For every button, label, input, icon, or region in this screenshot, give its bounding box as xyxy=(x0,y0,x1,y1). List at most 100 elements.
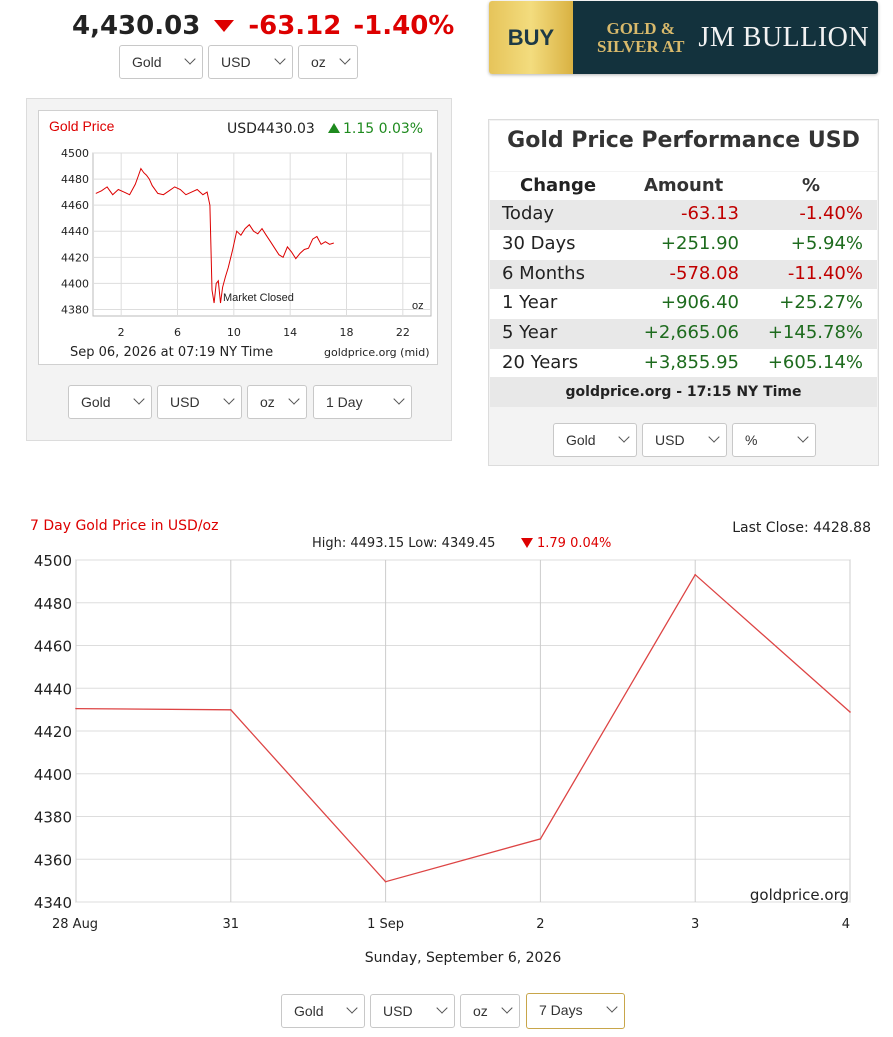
performance-currency-select[interactable]: USD xyxy=(642,423,727,457)
select-value: oz xyxy=(260,394,275,410)
seven-day-x-tick-label: 1 Sep xyxy=(367,917,404,932)
performance-metal-select[interactable]: Gold xyxy=(553,423,637,457)
chevron-down-icon xyxy=(501,1002,513,1014)
row-label: Today xyxy=(502,203,555,224)
intraday-unit: oz xyxy=(412,300,424,312)
chevron-down-icon xyxy=(436,1002,448,1014)
intraday-chart-svg: Gold Price USD4430.03 1.15 0.03% 4500 448… xyxy=(49,118,432,360)
intraday-y-ticks: 4500 4480 4460 4440 4420 4400 4380 xyxy=(61,147,89,316)
seven-day-y-tick-label: 4440 xyxy=(34,680,72,698)
seven-day-data-point xyxy=(849,711,851,713)
seven-day-y-tick-label: 4400 xyxy=(34,766,72,784)
select-value: Gold xyxy=(81,394,111,410)
top-metal-select[interactable]: Gold xyxy=(119,45,203,79)
market-closed-note: Market Closed xyxy=(223,292,294,304)
seven-day-unit-select[interactable]: oz xyxy=(460,994,520,1028)
select-value: Gold xyxy=(132,54,162,70)
row-label: 6 Months xyxy=(502,263,585,284)
down-arrow-icon xyxy=(214,20,235,32)
chevron-down-icon xyxy=(223,393,235,405)
chevron-down-icon xyxy=(606,1001,618,1013)
intraday-timestamp: Sep 06, 2026 at 07:19 NY Time xyxy=(70,345,273,360)
performance-format-select[interactable]: % xyxy=(732,423,816,457)
performance-header-row: Change Amount % xyxy=(490,172,877,202)
seven-day-data-point xyxy=(539,838,542,840)
chevron-down-icon xyxy=(133,393,145,405)
select-value: 7 Days xyxy=(539,1002,583,1018)
row-amount: +2,665.06 xyxy=(643,322,739,343)
price-change: -63.12 xyxy=(248,11,342,41)
seven-day-y-tick-label: 4420 xyxy=(34,723,72,741)
intraday-y-tick-label: 4400 xyxy=(61,277,89,290)
intraday-x-tick-label: 18 xyxy=(340,326,354,339)
top-currency-select[interactable]: USD xyxy=(208,45,293,79)
seven-day-currency-select[interactable]: USD xyxy=(370,994,455,1028)
seven-day-x-tick-label: 4 xyxy=(842,917,850,932)
intraday-x-tick-label: 14 xyxy=(283,326,297,339)
select-value: Gold xyxy=(294,1003,324,1019)
seven-day-y-tick-label: 4480 xyxy=(34,595,72,613)
row-label: 20 Years xyxy=(502,352,579,373)
chevron-down-icon xyxy=(288,393,300,405)
seven-day-y-tick-label: 4360 xyxy=(34,851,72,869)
select-value: oz xyxy=(311,54,326,70)
intraday-x-tick-label: 22 xyxy=(396,326,410,339)
intraday-currency-select[interactable]: USD xyxy=(157,385,242,419)
gold-silver-tagline: GOLD & SILVER AT xyxy=(597,18,684,56)
high-low: High: 4493.15 Low: 4349.45 xyxy=(312,536,495,551)
seven-day-grid xyxy=(75,559,851,903)
seven-day-data-point xyxy=(230,709,232,711)
intraday-y-tick-label: 4440 xyxy=(61,225,89,238)
up-arrow-icon xyxy=(328,123,340,133)
intraday-quote: USD4430.03 xyxy=(227,121,315,137)
price-change-percent: -1.40% xyxy=(353,11,455,41)
intraday-x-ticks: 2 6 10 14 18 22 xyxy=(118,326,410,339)
performance-row-today: Today -63.13 -1.40% xyxy=(490,200,877,230)
chevron-down-icon xyxy=(274,53,286,65)
seven-day-y-tick-label: 4500 xyxy=(34,552,72,570)
select-value: USD xyxy=(221,54,251,70)
intraday-chart: Gold Price USD4430.03 1.15 0.03% 4500 448… xyxy=(38,110,438,365)
intraday-x-tick-label: 6 xyxy=(174,326,181,339)
last-close: Last Close: 4428.88 xyxy=(732,520,871,536)
row-label: 5 Year xyxy=(502,322,558,343)
jm-bullion-banner[interactable]: BUY GOLD & SILVER AT JM BULLION xyxy=(489,1,878,74)
intraday-unit-select[interactable]: oz xyxy=(247,385,307,419)
intraday-range-select[interactable]: 1 Day xyxy=(313,385,412,419)
seven-day-range-select[interactable]: 7 Days xyxy=(526,993,625,1029)
current-price: 4,430.03 xyxy=(72,11,201,41)
seven-day-y-tick-label: 4340 xyxy=(34,894,72,912)
performance-row-30-days: 30 Days +251.90 +5.94% xyxy=(490,230,877,260)
intraday-x-tick-label: 10 xyxy=(227,326,241,339)
header-change: Change xyxy=(520,175,597,196)
performance-row-1-year: 1 Year +906.40 +25.27% xyxy=(490,289,877,319)
chevron-down-icon xyxy=(339,53,351,65)
row-label: 1 Year xyxy=(502,292,558,313)
current-price-line: 4,430.03 -63.12 -1.40% xyxy=(72,8,466,44)
row-percent: +5.94% xyxy=(790,233,863,254)
row-amount: +906.40 xyxy=(660,292,739,313)
select-value: oz xyxy=(473,1003,488,1019)
buy-label: BUY xyxy=(489,1,573,74)
row-amount: +251.90 xyxy=(660,233,739,254)
intraday-metal-select[interactable]: Gold xyxy=(68,385,152,419)
chevron-down-icon xyxy=(346,1002,358,1014)
select-value: Gold xyxy=(566,432,596,448)
intraday-change: 1.15 0.03% xyxy=(343,121,423,137)
intraday-y-tick-label: 4420 xyxy=(61,251,89,264)
top-unit-select[interactable]: oz xyxy=(298,45,358,79)
seven-day-data-point xyxy=(384,880,387,883)
seven-day-y-tick-label: 4380 xyxy=(34,809,72,827)
intraday-price-line xyxy=(95,167,334,304)
tagline-line-1: GOLD & xyxy=(606,18,675,38)
select-value: USD xyxy=(383,1003,413,1019)
row-percent: +25.27% xyxy=(779,292,863,313)
performance-title: Gold Price Performance USD xyxy=(507,128,860,153)
seven-day-metal-select[interactable]: Gold xyxy=(281,994,365,1028)
seven-day-x-tick-label: 31 xyxy=(223,917,240,932)
chevron-down-icon xyxy=(708,431,720,443)
seven-day-source: goldprice.org xyxy=(750,886,849,904)
seven-day-y-tick-label: 4460 xyxy=(34,638,72,656)
chevron-down-icon xyxy=(393,393,405,405)
select-value: % xyxy=(745,432,758,448)
